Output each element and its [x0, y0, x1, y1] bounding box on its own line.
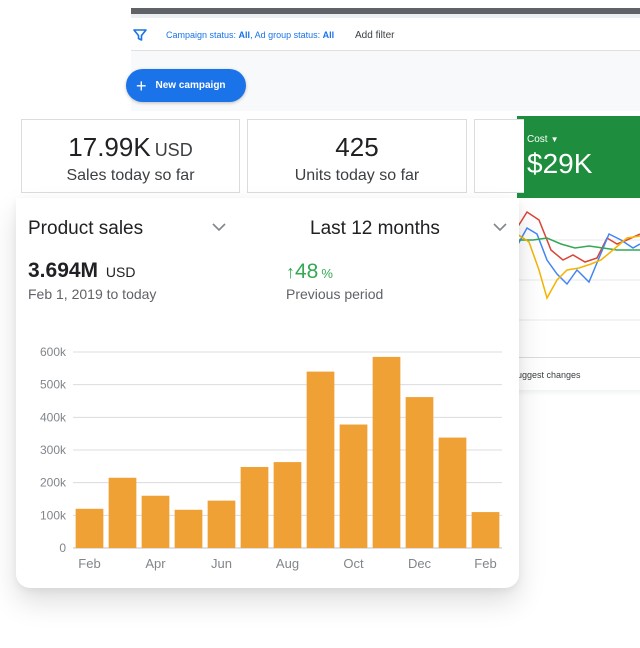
- chart-divider: [517, 357, 640, 358]
- sales-today-unit: USD: [154, 140, 193, 160]
- y-tick-label: 600k: [40, 345, 67, 359]
- campaign-status-label: Campaign status:: [166, 30, 239, 40]
- total-sales: 3.694M USD: [28, 259, 135, 283]
- y-tick-label: 0: [59, 541, 66, 555]
- trend-line-blue: [517, 226, 640, 286]
- new-campaign-label: New campaign: [155, 80, 226, 91]
- add-filter-button[interactable]: Add filter: [355, 30, 395, 41]
- trend-line-red: [517, 210, 640, 263]
- y-tick-label: 500k: [40, 378, 67, 392]
- trend-line-green: [517, 237, 640, 251]
- period-dropdown[interactable]: Last 12 months: [310, 218, 440, 239]
- cost-label: Cost: [527, 134, 548, 145]
- arrow-up-icon: ↑: [286, 262, 295, 282]
- total-sales-unit: USD: [105, 264, 136, 280]
- y-tick-label: 100k: [40, 508, 67, 522]
- x-tick-label: Oct: [343, 556, 364, 571]
- sales-today-label: Sales today so far: [66, 167, 195, 184]
- bar: [75, 508, 104, 548]
- units-today-card: 425 Units today so far: [247, 119, 467, 193]
- bar: [174, 509, 203, 548]
- bar: [141, 495, 170, 548]
- bar: [273, 462, 302, 548]
- y-tick-label: 300k: [40, 443, 67, 457]
- product-sales-bar-chart: 0 100k 200k 300k 400k 500k 600k Feb Apr Jun Aug Oct…: [40, 345, 502, 571]
- chevron-down-icon[interactable]: [212, 221, 226, 233]
- x-tick-label: Dec: [408, 556, 432, 571]
- metric-dropdown[interactable]: Product sales: [28, 218, 144, 239]
- growth-value: 48: [295, 260, 319, 283]
- cost-metric-selector[interactable]: Cost ▼: [527, 134, 558, 145]
- product-sales-card: Product sales Last 12 months 3.694M USD …: [16, 198, 519, 588]
- bar: [240, 466, 269, 548]
- previous-period-label: Previous period: [286, 286, 384, 302]
- x-tick-label: Apr: [145, 556, 166, 571]
- bar: [306, 371, 335, 548]
- y-tick-label: 200k: [40, 476, 67, 490]
- partial-stat-card: [474, 119, 524, 193]
- x-tick-label: Feb: [78, 556, 100, 571]
- cost-panel[interactable]: Cost ▼ $29K: [517, 116, 640, 198]
- bar: [108, 477, 137, 548]
- cost-value: $29K: [527, 148, 593, 179]
- bar: [438, 437, 467, 548]
- growth-indicator: ↑48%: [286, 260, 333, 284]
- total-sales-value: 3.694M: [28, 259, 99, 282]
- filter-bar: Campaign status: All, Ad group status: A…: [131, 22, 640, 51]
- ad-group-status-value: All: [322, 30, 335, 40]
- campaign-status-value: All: [238, 30, 251, 40]
- units-today-label: Units today so far: [294, 167, 420, 184]
- bar: [339, 424, 368, 548]
- sales-today-value-row: 17.99K USD: [22, 132, 239, 163]
- panel-shadow: [517, 390, 640, 396]
- trend-line-yellow: [517, 233, 640, 300]
- chevron-down-icon[interactable]: [493, 221, 507, 233]
- bar: [471, 512, 500, 548]
- date-range: Feb 1, 2019 to today: [28, 286, 157, 302]
- window-top-bar-shade: [131, 14, 640, 18]
- bar: [405, 397, 434, 548]
- sales-today-value: 17.99K: [68, 132, 151, 162]
- suggest-changes-link[interactable]: uggest changes: [517, 370, 581, 380]
- growth-unit: %: [321, 266, 333, 281]
- caret-down-icon: ▼: [550, 135, 559, 144]
- cost-trend-chart: [517, 210, 640, 321]
- x-tick-label: Aug: [276, 556, 299, 571]
- y-tick-label: 400k: [40, 410, 67, 424]
- x-tick-label: Jun: [211, 556, 232, 571]
- new-campaign-button[interactable]: + New campaign: [126, 69, 246, 102]
- window-top-bar: [131, 8, 640, 14]
- plus-icon: +: [136, 75, 147, 96]
- filter-summary[interactable]: Campaign status: All, Ad group status: A…: [166, 30, 334, 40]
- sales-today-card: 17.99K USD Sales today so far: [21, 119, 240, 193]
- x-tick-label: Feb: [474, 556, 496, 571]
- bar: [207, 500, 236, 548]
- ad-group-status-label: , Ad group status:: [250, 30, 323, 40]
- units-today-value: 425: [335, 132, 379, 162]
- filter-icon[interactable]: [133, 28, 147, 42]
- bar: [372, 356, 401, 548]
